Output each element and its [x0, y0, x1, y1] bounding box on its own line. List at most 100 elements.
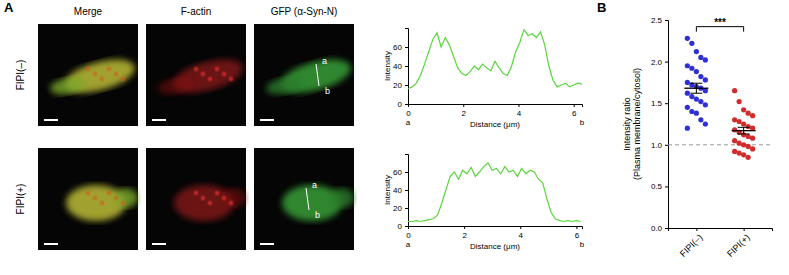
y-tick-mark [665, 20, 668, 21]
panel-label: B [597, 0, 606, 15]
y-tick-mark [405, 104, 408, 105]
y-tick-mark [405, 85, 408, 86]
x-axis-title: Distance (μm) [470, 242, 520, 251]
actin-speck [208, 201, 212, 205]
actin-speck [215, 67, 219, 71]
x-tick: 0 [406, 104, 411, 118]
actin-speck [201, 196, 205, 200]
data-point [694, 96, 699, 101]
scale-bar [260, 243, 274, 245]
y-axis-title: Intensity ratio(Plasma membrane/cytosol) [622, 68, 642, 180]
x-tick: 4 [519, 226, 524, 240]
y-tick-label: 0.5 [651, 182, 663, 191]
data-point [685, 126, 690, 131]
data-point [746, 155, 751, 160]
y-tick: 40 [393, 186, 408, 195]
y-tick-mark [405, 172, 408, 173]
data-point [689, 41, 694, 46]
data-point [741, 107, 746, 112]
y-axis: 0204060 [393, 29, 408, 110]
y-axis-title: Intensity [383, 175, 392, 205]
cell [222, 188, 246, 208]
y-tick: 20 [393, 204, 408, 213]
x-tick: 6 [575, 226, 580, 240]
end-label: a [406, 240, 411, 249]
x-tick-mark [744, 228, 745, 231]
profile-line [408, 163, 581, 222]
micrograph: ab [254, 24, 354, 126]
x-tick: FIPI(–) [678, 228, 705, 259]
y-tick-label: 0 [398, 222, 403, 231]
y-tick-label: 40 [393, 186, 402, 195]
data-point [746, 144, 751, 149]
y-tick-mark [665, 145, 668, 146]
y-tick-mark [405, 66, 408, 67]
y-tick: 2.0 [651, 58, 668, 67]
x-tick: 2 [462, 226, 467, 240]
actin-speck [121, 201, 125, 205]
scale-bar [260, 119, 274, 121]
actin-speck [222, 72, 226, 76]
data-point [685, 36, 690, 41]
data-point [741, 152, 746, 157]
y-tick-label: 0.0 [651, 224, 663, 233]
data-point [689, 109, 694, 114]
panel-label: A [4, 0, 14, 15]
x-tick-label: 4 [517, 109, 522, 118]
micrograph-background [38, 24, 138, 126]
plot-area [408, 30, 582, 89]
x-tick-label: 2 [462, 231, 467, 240]
data-point [737, 151, 742, 156]
data-point [694, 49, 699, 54]
end-label: b [580, 118, 585, 127]
x-tick-label: FIPI(–) [678, 232, 705, 259]
actin-speck [100, 77, 104, 81]
data-point [737, 99, 742, 104]
x-tick: 0 [406, 226, 411, 240]
y-tick: 0 [398, 222, 408, 231]
micrograph-background [146, 148, 246, 250]
micrograph-background [254, 148, 354, 250]
y-tick: 2.5 [651, 16, 668, 25]
x-tick: 2 [462, 104, 467, 118]
data-point [750, 113, 755, 118]
reference-line [668, 144, 772, 145]
significance-label: *** [714, 17, 726, 28]
data-point [685, 105, 690, 110]
data-point [737, 119, 742, 124]
micrograph-background [146, 24, 246, 126]
profile-line [306, 188, 309, 210]
row-label: FIPI(+) [15, 184, 26, 215]
data-point [750, 136, 755, 141]
actin-speck [107, 67, 111, 71]
cell [157, 75, 195, 97]
y-tick-label: 1.0 [651, 141, 663, 150]
y-tick-mark [405, 47, 408, 48]
x-tick: FIPI(+) [725, 228, 752, 259]
x-tick-mark [463, 104, 464, 107]
data-point [741, 142, 746, 147]
data-point [703, 121, 708, 126]
profile-line [316, 64, 319, 86]
scale-bar [152, 119, 166, 121]
x-tick: 4 [517, 104, 522, 118]
line-chart: 02460204060abDistance (μm)Intensity [383, 155, 585, 252]
y-axis: 0.00.51.01.52.02.5 [651, 16, 669, 233]
x-axis-title: Distance (μm) [470, 120, 520, 129]
y-tick-mark [405, 208, 408, 209]
scale-bar [44, 243, 58, 245]
scale-bar [152, 243, 166, 245]
actin-speck [86, 191, 90, 195]
data-point [685, 63, 690, 68]
x-tick-mark [520, 226, 521, 229]
data-point [732, 127, 737, 132]
x-tick-label: 0 [406, 231, 411, 240]
actin-speck [215, 191, 219, 195]
y-tick-label: 20 [393, 204, 402, 213]
profile-end-label: b [325, 86, 330, 96]
actin-speck [229, 77, 233, 81]
x-tick-label: 0 [406, 109, 411, 118]
data-point [685, 91, 690, 96]
y-tick: 0 [398, 100, 408, 109]
x-tick-mark [576, 226, 577, 229]
